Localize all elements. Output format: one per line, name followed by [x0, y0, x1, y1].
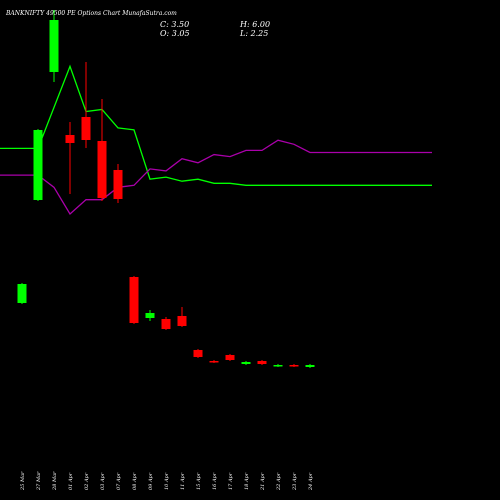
x-tick-label: 23 Apr: [292, 472, 298, 491]
candle-body: [81, 117, 91, 140]
x-tick-label: 17 Apr: [228, 472, 234, 490]
x-axis-labels: 25 Mar 27 Mar 28 Mar 01 Apr 02 Apr 03 Apr 07 A…: [20, 471, 314, 491]
candle-body: [225, 355, 235, 360]
x-tick-label: 08 Apr: [132, 472, 138, 490]
candle-5: [81, 62, 91, 148]
candle-body: [97, 141, 107, 198]
candle-8: [129, 276, 139, 324]
x-tick-label: 03 Apr: [100, 472, 106, 490]
candle-body: [305, 365, 315, 367]
candle-body: [177, 316, 187, 326]
low-price-label: L: 2.25: [240, 29, 269, 38]
x-tick-label: 27 Mar: [36, 471, 42, 491]
x-tick-label: 11 Apr: [180, 472, 186, 490]
x-tick-label: 24 Apr: [308, 472, 314, 491]
candle-body: [129, 277, 139, 323]
x-tick-label: 07 Apr: [116, 472, 122, 490]
candle-body: [49, 20, 59, 72]
candle-body: [209, 361, 219, 363]
candle-11: [177, 307, 187, 327]
candle-body: [65, 135, 75, 143]
x-tick-label: 22 Apr: [276, 472, 282, 491]
candle-17: [273, 364, 283, 367]
candle-body: [257, 361, 267, 364]
candle-9: [145, 310, 155, 321]
close-price-label: C: 3.50: [160, 20, 190, 29]
high-price-label: H: 6.00: [240, 20, 271, 29]
candle-19: [305, 364, 315, 368]
candle-4: [65, 122, 75, 194]
x-tick-label: 02 Apr: [84, 472, 90, 490]
line-magenta: [0, 139, 432, 216]
x-tick-label: 18 Apr: [244, 472, 250, 490]
candle-3: [49, 10, 59, 82]
candle-15: [241, 361, 251, 365]
candle-body: [113, 170, 123, 199]
line-green: [0, 64, 432, 186]
open-price-label: O: 3.05: [160, 29, 190, 38]
x-tick-label: 25 Mar: [20, 471, 26, 491]
candle-6: [97, 99, 107, 201]
candle-body: [33, 130, 43, 200]
candle-body: [241, 362, 251, 364]
x-tick-label: 01 Apr: [68, 472, 74, 490]
x-tick-label: 09 Apr: [148, 472, 154, 490]
candle-2: [33, 129, 43, 201]
candle-body: [145, 313, 155, 318]
candle-13: [209, 360, 219, 363]
candle-12: [193, 349, 203, 358]
candle-body: [273, 365, 283, 367]
candle-body: [161, 319, 171, 329]
candle-14: [225, 354, 235, 361]
candle-1: [17, 283, 27, 304]
candle-7: [113, 164, 123, 203]
candle-body: [193, 350, 203, 357]
x-tick-label: 28 Mar: [52, 471, 58, 491]
candle-body: [17, 284, 27, 303]
indicator-lines: [0, 64, 432, 216]
x-tick-label: 10 Apr: [164, 472, 170, 490]
candle-16: [257, 360, 267, 365]
x-tick-label: 21 Apr: [260, 472, 266, 491]
candles: [17, 10, 315, 368]
x-tick-label: 16 Apr: [212, 472, 218, 490]
chart-title: BANKNIFTY 49500 PE Options Chart MunafaS…: [6, 10, 177, 17]
x-tick-label: 15 Apr: [196, 472, 202, 490]
candle-10: [161, 317, 171, 330]
candle-18: [289, 364, 299, 367]
candle-body: [289, 365, 299, 367]
